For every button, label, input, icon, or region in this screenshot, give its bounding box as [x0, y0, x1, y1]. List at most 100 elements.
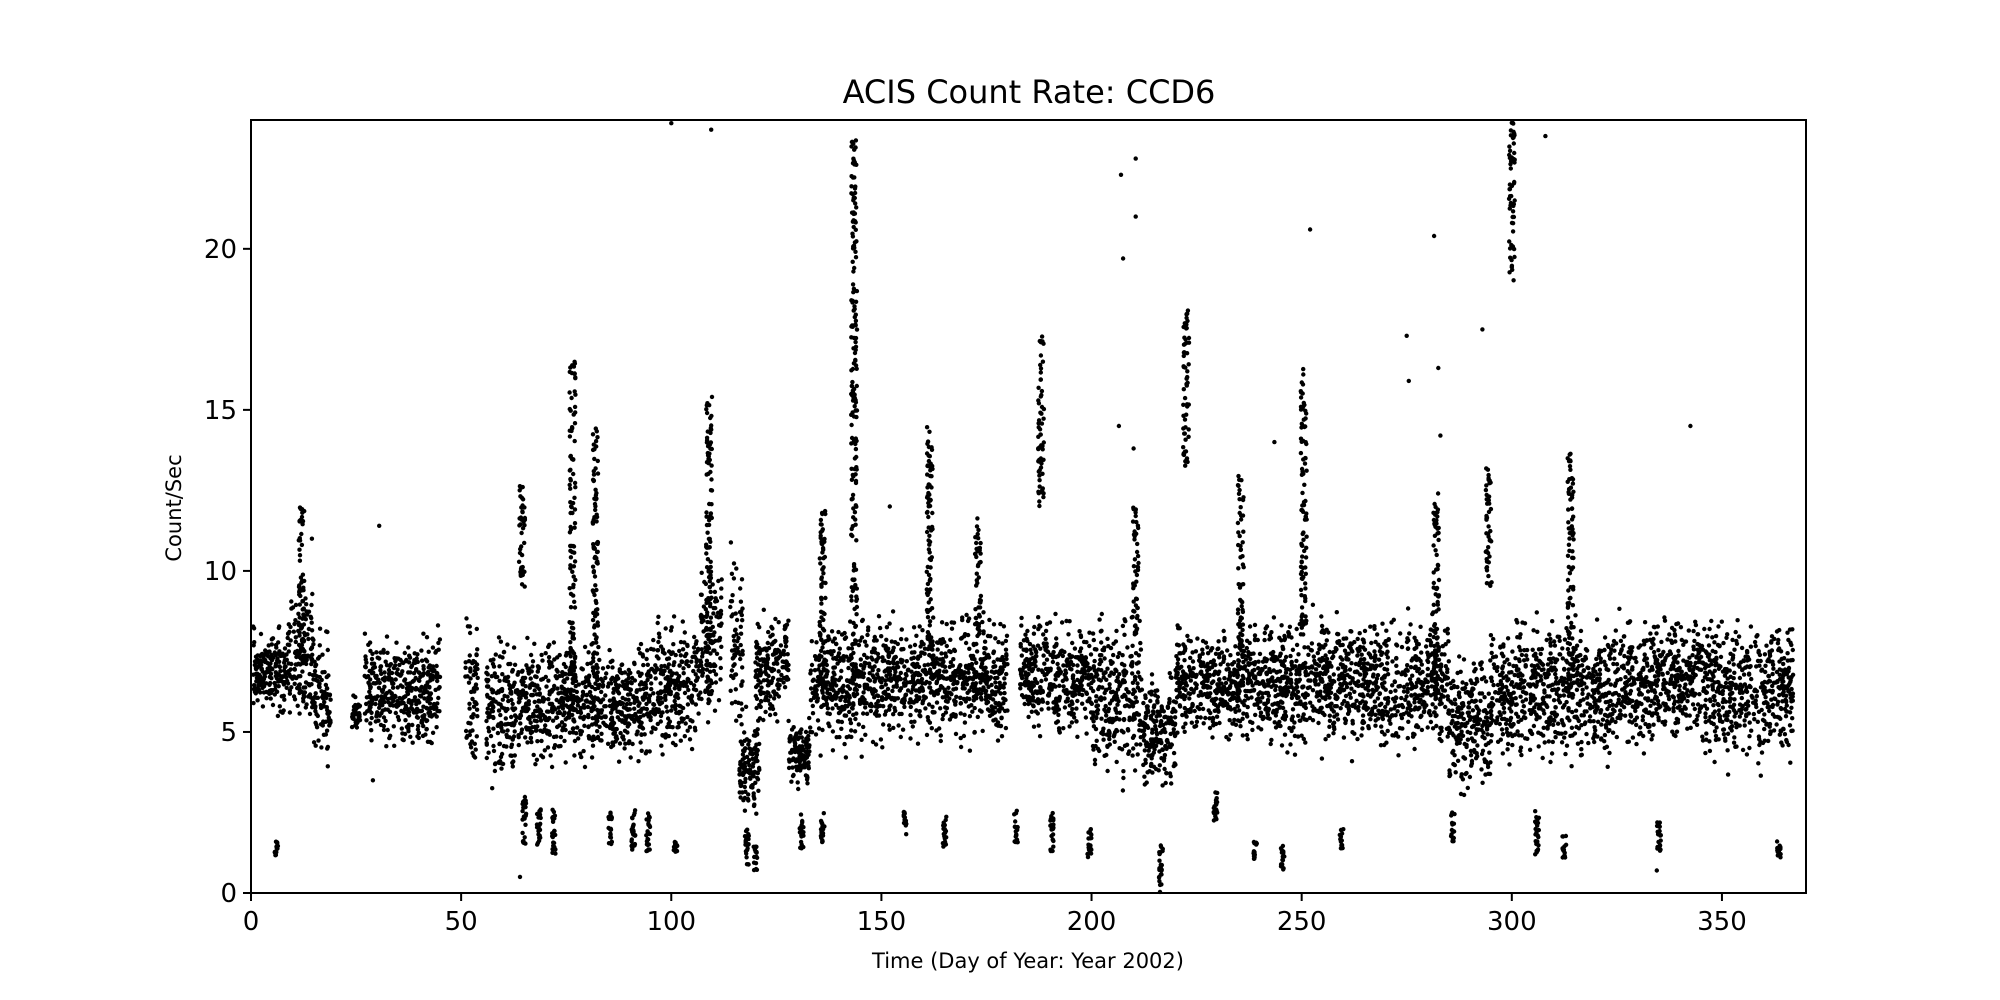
data-point — [1037, 734, 1043, 739]
data-point — [1079, 677, 1085, 683]
data-point — [1138, 640, 1143, 646]
data-point — [528, 676, 533, 681]
data-point — [1151, 750, 1157, 755]
data-point — [1166, 716, 1172, 721]
data-point — [1040, 697, 1045, 702]
data-point — [747, 746, 752, 751]
data-point — [834, 735, 839, 740]
data-point — [763, 663, 768, 668]
data-point — [471, 658, 476, 664]
data-point — [1125, 645, 1130, 650]
data-point — [770, 675, 776, 681]
data-point — [1061, 684, 1066, 689]
data-point — [1130, 691, 1136, 697]
data-point — [1004, 671, 1009, 677]
data-point — [546, 655, 552, 660]
data-point — [1120, 653, 1125, 658]
data-point — [308, 614, 313, 619]
data-point — [383, 707, 388, 712]
data-point — [382, 684, 387, 689]
data-point — [649, 730, 654, 735]
data-point — [811, 677, 816, 682]
data-point — [1216, 646, 1221, 651]
data-point — [1036, 667, 1041, 672]
data-point — [1059, 620, 1065, 625]
data-point — [876, 668, 881, 673]
data-point — [528, 652, 534, 658]
data-point — [1044, 657, 1050, 662]
data-point — [1182, 658, 1187, 663]
data-point — [1122, 617, 1127, 622]
data-point — [743, 760, 748, 766]
data-point — [1001, 696, 1006, 701]
data-point — [763, 697, 768, 703]
data-point — [276, 625, 281, 631]
data-point — [1045, 700, 1050, 706]
data-point — [611, 690, 616, 695]
data-point — [1114, 759, 1119, 765]
data-point — [1147, 690, 1152, 695]
data-point — [832, 636, 837, 641]
data-point — [509, 753, 514, 758]
data-point — [1029, 651, 1034, 656]
data-point — [753, 684, 759, 690]
data-point — [580, 667, 585, 672]
data-point — [475, 714, 480, 719]
data-point — [1151, 764, 1157, 769]
data-point — [404, 681, 409, 686]
data-point — [285, 635, 290, 641]
data-point — [947, 664, 952, 670]
data-point — [1122, 703, 1128, 709]
data-point — [380, 699, 385, 704]
data-point — [393, 710, 398, 716]
data-point — [525, 635, 530, 641]
data-point — [1155, 709, 1160, 714]
data-point — [1132, 716, 1137, 721]
data-point — [467, 706, 472, 711]
data-point — [1219, 650, 1225, 655]
data-point — [960, 617, 965, 623]
data-point — [834, 683, 839, 688]
data-point — [904, 673, 909, 678]
data-point — [484, 670, 489, 675]
data-point — [640, 654, 646, 659]
data-point — [881, 722, 886, 727]
data-point — [1167, 671, 1173, 676]
data-point — [585, 661, 590, 667]
data-point — [694, 650, 699, 655]
data-point — [780, 665, 785, 670]
data-point — [400, 684, 405, 689]
data-point — [825, 637, 831, 643]
data-point — [814, 640, 819, 645]
data-point — [689, 698, 694, 703]
data-point — [891, 656, 896, 662]
data-point — [281, 682, 287, 687]
data-point — [678, 738, 683, 743]
data-point — [576, 736, 581, 741]
data-point — [550, 718, 556, 723]
data-point — [898, 636, 904, 642]
data-point — [673, 703, 678, 708]
data-point — [273, 642, 279, 648]
data-point — [634, 732, 639, 737]
data-point — [916, 654, 921, 659]
data-point — [865, 632, 870, 638]
data-point — [1319, 756, 1325, 761]
data-point — [612, 727, 618, 732]
data-point — [1204, 673, 1210, 678]
data-point — [278, 653, 283, 659]
data-point — [787, 759, 792, 764]
data-point — [463, 660, 468, 665]
data-point — [1091, 724, 1097, 729]
data-point — [313, 691, 318, 696]
data-point — [998, 621, 1003, 627]
data-point — [468, 676, 473, 681]
data-point — [851, 650, 856, 656]
data-point — [1072, 646, 1078, 651]
data-point — [616, 676, 621, 681]
data-point — [408, 670, 413, 675]
data-point — [1157, 763, 1163, 768]
data-point — [805, 752, 810, 757]
data-point — [532, 688, 537, 693]
